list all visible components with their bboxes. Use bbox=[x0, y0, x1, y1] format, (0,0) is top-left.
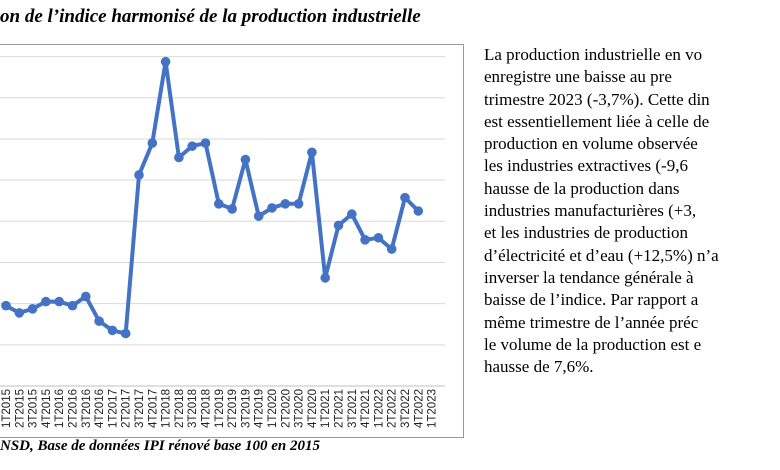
x-tick-label: 3T2020 bbox=[294, 389, 306, 428]
text-line: production en volume observée bbox=[484, 134, 698, 154]
text-line: enregistre une baisse au pre bbox=[484, 67, 672, 87]
x-tick-label: 2T2017 bbox=[121, 389, 133, 428]
data-point bbox=[360, 235, 370, 245]
text-line: d’électricité et d’eau (+12,5%) n’a bbox=[484, 245, 719, 265]
x-tick-label: 3T2017 bbox=[134, 389, 146, 428]
data-point bbox=[413, 206, 424, 216]
x-tick-label: 4T2022 bbox=[413, 389, 425, 428]
data-point bbox=[227, 204, 237, 214]
series-markers bbox=[1, 56, 424, 339]
data-point bbox=[27, 303, 38, 314]
data-point bbox=[174, 152, 184, 163]
x-tick-label: 2T2015 bbox=[14, 389, 26, 428]
x-tick-label: 1T2020 bbox=[267, 389, 279, 428]
x-tick-label: 4T2018 bbox=[201, 389, 213, 428]
text-line: est essentiellement liée à celle de bbox=[484, 111, 710, 131]
text-line: inverser la tendance générale à bbox=[484, 267, 694, 287]
text-line: baisse de l’indice. Par rapport a bbox=[484, 290, 699, 310]
data-point bbox=[147, 138, 158, 148]
x-tick-label: 2T2019 bbox=[227, 389, 239, 428]
x-tick-label: 1T2021 bbox=[320, 389, 332, 428]
x-tick-label: 1T2019 bbox=[214, 389, 226, 428]
data-point bbox=[307, 147, 317, 158]
data-point bbox=[214, 198, 224, 209]
data-point bbox=[81, 291, 91, 302]
data-point bbox=[400, 192, 410, 203]
text-line: trimestre 2023 (-3,7%). Cette din bbox=[484, 89, 710, 109]
data-point bbox=[320, 273, 331, 283]
data-point bbox=[134, 170, 144, 180]
data-point bbox=[280, 198, 291, 209]
data-point bbox=[120, 328, 131, 339]
x-tick-label: 1T2015 bbox=[1, 389, 13, 428]
data-point bbox=[253, 211, 264, 221]
x-tick-label: 2T2022 bbox=[387, 389, 399, 428]
data-point bbox=[293, 198, 304, 209]
x-tick-label: 4T2017 bbox=[147, 389, 159, 428]
x-tick-label: 3T2019 bbox=[240, 389, 252, 428]
x-tick-label: 1T2018 bbox=[161, 389, 173, 428]
x-tick-label: 3T2021 bbox=[347, 389, 359, 428]
data-point bbox=[347, 209, 357, 219]
text-line: industries manufacturières (+3, bbox=[484, 201, 697, 221]
x-tick-label: 4T2019 bbox=[254, 389, 266, 428]
x-tick-label: 3T2018 bbox=[187, 389, 199, 428]
x-tick-label: 3T2016 bbox=[81, 389, 93, 428]
series-line bbox=[5, 59, 420, 336]
x-tick-label: 1T2016 bbox=[54, 389, 66, 428]
text-line: La production industrielle en vo bbox=[484, 45, 703, 64]
figure-source: NSD, Base de données IPI rénové base 100… bbox=[0, 438, 320, 454]
x-tick-label: 4T2020 bbox=[307, 389, 319, 428]
data-point bbox=[160, 56, 171, 67]
text-line: et les industries de production bbox=[484, 223, 688, 243]
x-tick-label: 1T2022 bbox=[373, 389, 385, 428]
x-tick-labels: 1T2015 2T2015 3T2015 4T2015 1T2016 2T2016 3T20… bbox=[1, 389, 439, 428]
x-tick-label: 3T2022 bbox=[400, 389, 412, 428]
data-point bbox=[240, 154, 251, 165]
data-point bbox=[200, 138, 211, 148]
data-point bbox=[107, 325, 118, 336]
data-point bbox=[386, 244, 397, 254]
series-path bbox=[5, 59, 420, 336]
x-tick-label: 2T2021 bbox=[334, 389, 346, 428]
data-point bbox=[41, 296, 51, 307]
x-tick-label: 1T2023 bbox=[427, 389, 439, 428]
data-point bbox=[54, 296, 64, 307]
x-tick-label: 4T2021 bbox=[360, 389, 372, 428]
data-point bbox=[333, 220, 344, 231]
data-point bbox=[14, 308, 25, 318]
x-tick-label: 3T2015 bbox=[28, 389, 40, 428]
line-chart: 1T2015 2T2015 3T2015 4T2015 1T2016 2T2016 3T20… bbox=[0, 56, 445, 428]
body-text: La production industrielle en vo enregist… bbox=[484, 44, 780, 378]
data-point bbox=[187, 141, 197, 151]
data-point bbox=[67, 300, 78, 311]
x-tick-label: 2T2018 bbox=[174, 389, 186, 428]
text-line: hausse de 7,6%. bbox=[484, 357, 594, 377]
x-tick-label: 2T2020 bbox=[280, 389, 292, 428]
data-point bbox=[94, 316, 104, 326]
data-point bbox=[1, 300, 11, 311]
text-line: les industries extractives (-9,6 bbox=[484, 156, 688, 176]
gridlines bbox=[0, 56, 445, 387]
data-point bbox=[267, 203, 277, 213]
x-tick-label: 1T2017 bbox=[107, 389, 119, 428]
x-tick-label: 4T2015 bbox=[41, 389, 53, 428]
x-tick-label: 4T2016 bbox=[94, 389, 106, 428]
text-line: hausse de la production dans bbox=[484, 178, 680, 198]
figure-title: on de l’indice harmonisé de la productio… bbox=[0, 6, 421, 27]
text-line: le volume de la production est e bbox=[484, 334, 702, 354]
x-tick-label: 2T2016 bbox=[68, 389, 80, 428]
chart-frame: 1T2015 2T2015 3T2015 4T2015 1T2016 2T2016 3T20… bbox=[0, 44, 464, 438]
data-point bbox=[373, 232, 384, 243]
text-line: même trimestre de l’année préc bbox=[484, 312, 699, 332]
